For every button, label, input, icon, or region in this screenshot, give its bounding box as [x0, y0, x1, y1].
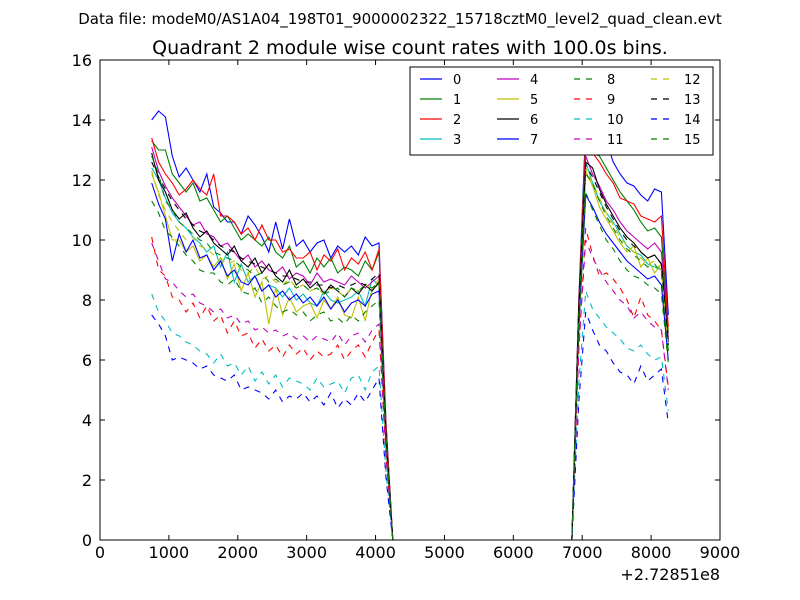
x-tick-label: 5000 — [424, 543, 465, 562]
legend-label-14: 14 — [684, 113, 701, 128]
y-tick-label: 16 — [72, 51, 92, 70]
legend-label-4: 4 — [530, 73, 538, 88]
legend-label-8: 8 — [607, 73, 615, 88]
x-axis-offset-label: +2.72851e8 — [620, 565, 720, 584]
x-tick-label: 6000 — [493, 543, 534, 562]
legend-label-6: 6 — [530, 113, 538, 128]
legend-label-11: 11 — [607, 133, 624, 148]
legend-label-13: 13 — [684, 93, 701, 108]
legend-label-7: 7 — [530, 133, 538, 148]
y-tick-label: 8 — [82, 291, 92, 310]
legend-label-9: 9 — [607, 93, 615, 108]
series-line-15 — [151, 155, 669, 541]
x-tick-label: 2000 — [217, 543, 258, 562]
y-tick-label: 12 — [72, 171, 92, 190]
legend-label-12: 12 — [684, 73, 701, 88]
y-tick-label: 2 — [82, 471, 92, 490]
x-tick-label: 1000 — [149, 543, 190, 562]
y-tick-label: 10 — [72, 231, 92, 250]
legend-label-3: 3 — [453, 133, 461, 148]
y-tick-label: 14 — [72, 111, 92, 130]
x-tick-label: 3000 — [286, 543, 327, 562]
legend-label-2: 2 — [453, 113, 461, 128]
legend-label-0: 0 — [453, 73, 461, 88]
axes-layer: 0 1000 2000 3000 4000 5000 6000 7000 8000 9000 0 2 4… — [72, 51, 741, 562]
legend-label-10: 10 — [607, 113, 624, 128]
legend-label-1: 1 — [453, 93, 461, 108]
legend-label-5: 5 — [530, 93, 538, 108]
chart-title: Quadrant 2 module wise count rates with … — [152, 37, 668, 59]
x-tick-label: 9000 — [700, 543, 741, 562]
data-file-header: Data file: modeM0/AS1A04_198T01_90000023… — [78, 10, 722, 29]
x-tick-label: 0 — [95, 543, 105, 562]
series-line-10 — [151, 290, 669, 541]
series-line-11 — [151, 239, 669, 541]
legend-box — [409, 66, 714, 156]
legend-label-15: 15 — [684, 133, 701, 148]
series-line-13 — [151, 161, 669, 541]
x-tick-label: 8000 — [631, 543, 672, 562]
y-tick-label: 4 — [82, 411, 92, 430]
x-tick-label: 4000 — [355, 543, 396, 562]
y-tick-label: 6 — [82, 351, 92, 370]
x-tick-label: 7000 — [562, 543, 603, 562]
y-tick-label: 0 — [82, 531, 92, 550]
series-line-14 — [151, 311, 669, 541]
